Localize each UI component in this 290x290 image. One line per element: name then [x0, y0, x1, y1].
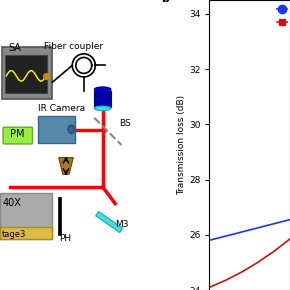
- Ellipse shape: [94, 106, 111, 111]
- Text: IR Camera: IR Camera: [38, 104, 85, 113]
- Text: Fiber coupler: Fiber coupler: [44, 42, 103, 51]
- Text: PH: PH: [59, 234, 71, 243]
- Ellipse shape: [68, 125, 74, 133]
- Text: tage3: tage3: [2, 230, 26, 239]
- Ellipse shape: [94, 87, 111, 92]
- Text: b: b: [161, 0, 169, 4]
- FancyBboxPatch shape: [2, 47, 52, 99]
- Bar: [5, 55, 47, 93]
- FancyBboxPatch shape: [38, 116, 75, 143]
- Bar: [0, 227, 52, 239]
- Bar: [58, 197, 61, 235]
- FancyBboxPatch shape: [3, 127, 32, 144]
- Text: 40X: 40X: [2, 198, 21, 208]
- Polygon shape: [59, 157, 73, 174]
- Text: PM: PM: [10, 129, 25, 139]
- Legend: , : ,: [276, 4, 287, 28]
- Text: BS: BS: [119, 119, 131, 128]
- FancyBboxPatch shape: [96, 211, 123, 233]
- Bar: [0, 193, 52, 239]
- Text: M3: M3: [115, 220, 129, 229]
- Text: SA: SA: [8, 43, 21, 53]
- Bar: [94, 90, 111, 107]
- Y-axis label: Transmission loss (dB): Transmission loss (dB): [177, 95, 186, 195]
